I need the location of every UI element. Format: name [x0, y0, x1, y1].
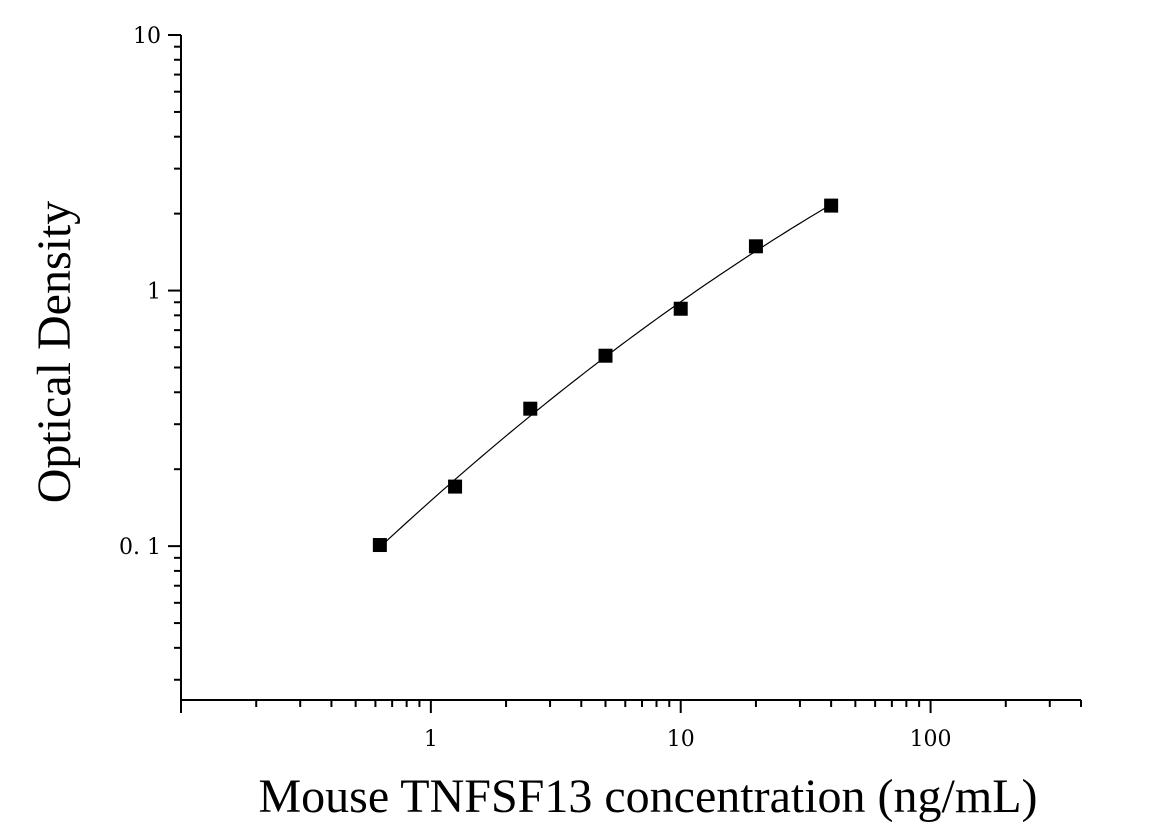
axes: 1 10 100 0. 1 1 10: [119, 24, 1082, 752]
data-point: [748, 239, 763, 254]
x-axis-title: Mouse TNFSF13 concentration (ng/mL): [258, 770, 1037, 823]
data-points-layer: [372, 198, 839, 553]
x-tick-label: 1: [424, 727, 438, 752]
y-tick-label: 1: [147, 280, 161, 305]
x-tick-label: 10: [667, 727, 695, 752]
data-point: [448, 479, 463, 494]
data-point: [598, 348, 613, 363]
data-point: [372, 538, 387, 553]
data-point: [673, 301, 688, 316]
y-axis-title: Optical Density: [28, 201, 81, 504]
fit-curve-line: [379, 204, 832, 548]
data-point: [523, 401, 538, 416]
y-tick-label: 10: [133, 24, 161, 49]
fit-curve-layer: [379, 204, 832, 548]
data-point: [824, 198, 839, 213]
x-tick-label: 100: [910, 727, 952, 752]
y-tick-label: 0. 1: [119, 535, 161, 560]
